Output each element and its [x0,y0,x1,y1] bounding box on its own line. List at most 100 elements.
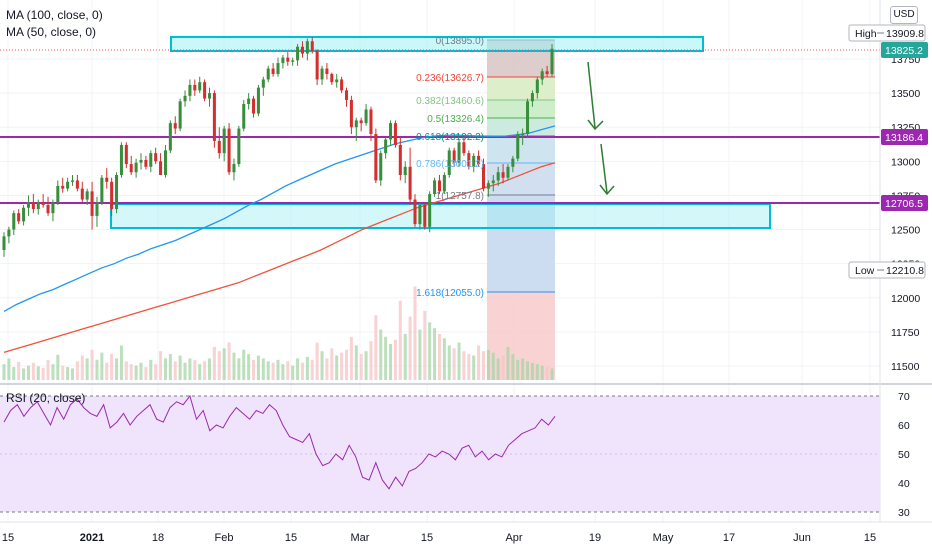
candle-body [237,128,241,165]
candle-body [413,199,417,225]
candle-body [496,172,500,181]
candle-body [266,68,270,80]
volume-bar [154,364,158,380]
volume-bar [291,365,295,380]
price-marker-value: 13186.4 [885,132,923,144]
candle-body [296,46,300,61]
candle-body [310,41,314,51]
volume-bar [51,364,55,380]
volume-bar [335,355,339,380]
resistance-zone[interactable] [170,36,704,52]
time-tick-label: 15 [864,532,876,544]
volume-bar [46,359,50,380]
candles[interactable] [2,37,554,257]
candle-body [193,84,197,91]
candle-body [379,153,383,181]
legend-rsi[interactable]: RSI (20, close) [6,391,86,405]
volume-bar [462,351,466,380]
candle-body [261,79,265,88]
candle-body [61,185,65,189]
volume-bar [481,351,486,380]
candle-body [521,134,525,136]
candle-body [481,164,486,189]
candle-body [188,84,192,96]
volume-bar [159,351,163,380]
rsi-pane[interactable] [0,394,880,513]
volume-bar [222,348,226,380]
candle-body [433,180,437,195]
candle-body [457,142,461,163]
candle-body [252,98,256,114]
volume-bar [467,354,471,380]
candle-body [286,57,290,62]
candle-body [477,155,481,165]
time-tick-label: 15 [2,532,14,544]
axes: 1375013500132501300012750125001225012000… [2,54,920,544]
volume-bar [408,316,412,380]
candle-body [247,98,251,105]
candle-body [85,191,89,200]
candle-body [75,180,79,189]
candle-body [281,57,285,64]
volume-bar [75,361,79,380]
price-tick-label: 12000 [891,293,920,305]
candle-body [2,236,6,251]
volume-bar [428,322,432,380]
candle-body [80,188,84,200]
time-tick-label: Mar [351,532,370,544]
candle-body [159,161,163,175]
volume-bar [530,362,534,380]
fib-label: 1.618(12055.0) [416,288,484,299]
fibonacci-retracement[interactable] [487,39,555,380]
volume-bar [12,367,16,380]
support-zone[interactable] [110,203,771,229]
currency-button[interactable]: USD [890,6,918,24]
volume-bar [540,365,544,380]
volume-bar [134,365,138,380]
candle-body [300,46,304,54]
candle-body [354,120,358,128]
volume-bar [369,341,373,380]
candle-body [203,82,207,99]
fib-zone-5-618 [487,118,555,136]
legend-ma50[interactable]: MA (50, close, 0) [6,25,97,39]
volume-bar [545,367,549,380]
volume-bar [7,358,11,380]
price-markers: High 13909.8 13825.2 13186.4 12706.5 Low 12210… [848,24,928,279]
candle-body [207,93,212,99]
price-tick-label: 13000 [891,156,920,168]
volume-bar [36,366,40,380]
volume-bar [320,351,324,380]
down-arrow-2[interactable] [599,143,615,196]
volume-bar [398,300,402,380]
volume-bar [149,359,153,380]
volume-bar [129,364,133,380]
volume-bar [237,358,241,380]
volume-bar [232,352,236,380]
volume-bar [364,351,368,380]
volume-bar [247,354,251,380]
down-arrow-1[interactable] [587,61,604,131]
time-tick-label: 17 [723,532,735,544]
candle-body [119,144,123,175]
volume-bar [256,355,260,380]
candle-body [232,164,236,173]
time-tick-label: May [653,532,674,544]
volume-bar [340,352,344,380]
legend-ma100[interactable]: MA (100, close, 0) [6,8,103,22]
rsi-tick-label: 30 [898,507,910,519]
volume-bar [521,358,525,380]
fib-zone-1-1618 [487,195,555,292]
volume-bar [516,359,520,380]
rsi-tick-label: 60 [898,420,910,432]
volume-bar [178,355,182,380]
volume-bar [423,310,427,380]
candle-body [506,166,510,178]
candle-body [344,90,349,100]
volume-bar [418,329,422,380]
volume-bar [31,362,35,380]
volume-bar [144,367,148,380]
volume-bar [266,361,270,380]
